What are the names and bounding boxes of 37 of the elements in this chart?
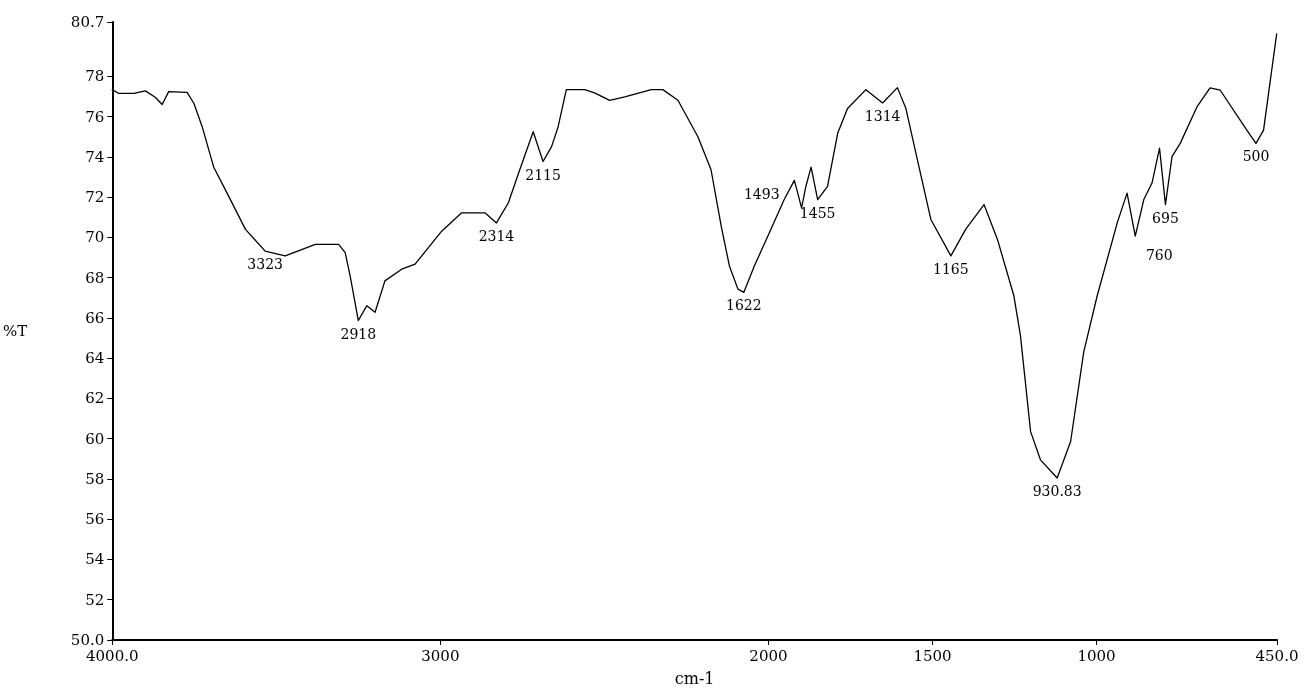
y-tick-label: 74 [85,147,105,166]
x-tick-label: 4000.0 [86,646,139,665]
annotation: 1165 [933,260,969,277]
y-tick-label: 64 [85,349,105,368]
annotation: 500 [1242,148,1270,165]
x-tick-label: 1500 [913,646,952,665]
x-tick-label: 450.0 [1255,646,1299,665]
x-axis-title: cm-1 [674,668,715,688]
x-tick-label: 3000 [421,646,460,665]
annotation: 3323 [247,256,283,273]
annotation: 2918 [340,325,377,342]
y-tick-label: 62 [85,389,105,408]
y-tick-label: 66 [85,308,105,327]
x-tick-label: 2000 [749,646,788,665]
annotation: 1455 [799,204,836,221]
y-tick-label: 56 [85,510,105,529]
y-axis-title: %T [2,322,28,340]
y-tick-label: 76 [85,107,105,126]
y-tick-label: 54 [85,550,105,569]
annotation: 1493 [743,185,780,202]
annotation: 2314 [478,227,515,244]
y-tick-label: 70 [85,228,105,247]
y-tick-label: 72 [85,188,105,207]
annotation: 1622 [726,297,762,314]
y-tick-label: 52 [85,590,105,609]
y-tick-label: 68 [85,268,105,287]
y-tick-label: 50.0 [70,631,105,649]
x-tick-label: 1000 [1077,646,1116,665]
annotation: 760 [1145,247,1173,264]
annotation: 930.83 [1032,482,1082,499]
annotation: 2115 [525,166,561,183]
annotation: 1314 [864,107,901,124]
y-tick-label: 78 [85,67,105,86]
y-tick-label: 58 [85,469,105,488]
annotation: 695 [1152,209,1179,226]
y-tick-label: 80.7 [70,13,105,31]
y-tick-label: 60 [85,429,105,448]
